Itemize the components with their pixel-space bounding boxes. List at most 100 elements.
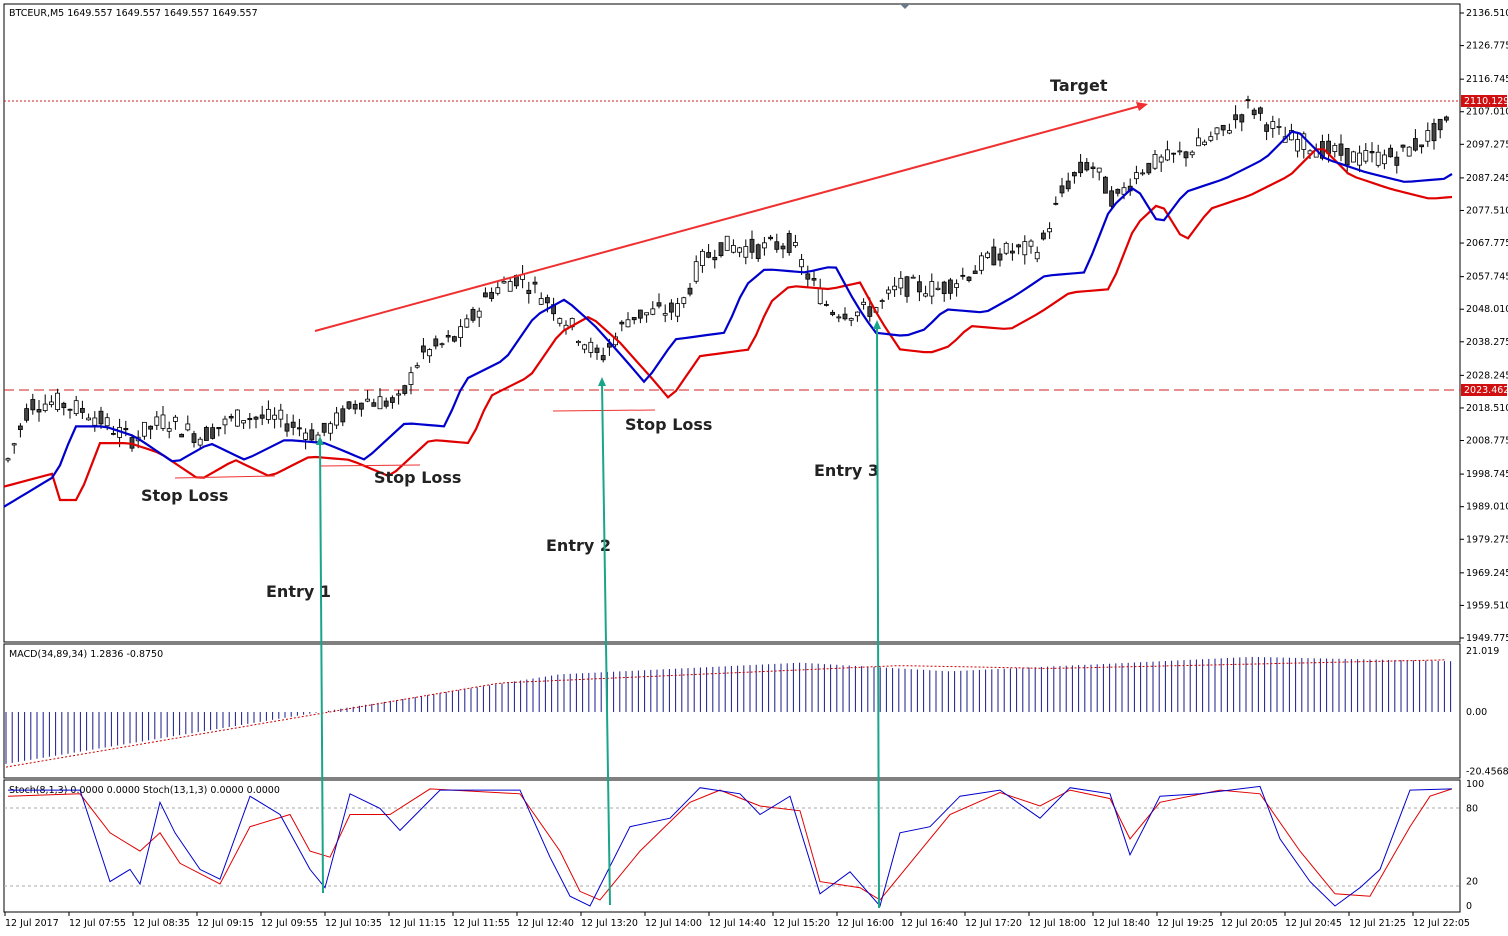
candle-body	[303, 432, 309, 440]
candle-body	[433, 338, 439, 347]
candle-body	[960, 274, 966, 277]
candle-body	[1344, 147, 1350, 166]
candle-body	[1189, 151, 1195, 156]
candle-body	[842, 313, 848, 320]
candle-body	[786, 233, 792, 253]
candle-body	[743, 246, 749, 258]
candle-body	[948, 279, 953, 294]
candle-body	[1357, 152, 1362, 166]
price-panel[interactable]	[3, 3, 1461, 643]
stop-loss-label-1: Stop Loss	[141, 486, 228, 505]
time-tick-label: 12 Jul 16:00	[837, 918, 894, 929]
candle-body	[1220, 124, 1226, 131]
candle-body	[625, 319, 631, 328]
candle-body	[1146, 162, 1152, 174]
stoch-tick-label: 100	[1466, 779, 1484, 790]
candle-body	[619, 321, 625, 325]
candle-body	[67, 408, 73, 411]
candle-body	[848, 318, 854, 321]
stop-loss-line-2	[319, 464, 421, 467]
stoch-panel[interactable]	[3, 779, 1461, 913]
moving-average-slow	[3, 148, 1453, 502]
candle-body	[210, 427, 216, 439]
stoch-tick-label: 80	[1466, 803, 1478, 814]
candle-body	[1078, 161, 1083, 174]
candle-body	[228, 416, 234, 419]
candle-body	[346, 401, 352, 409]
candle-body	[1295, 139, 1300, 152]
price-tick-label: 1949.775	[1466, 633, 1508, 644]
candle-body	[1208, 136, 1214, 141]
candle-body	[1276, 125, 1282, 128]
candle-body	[1158, 156, 1164, 163]
entry-1-label: Entry 1	[266, 582, 331, 601]
time-tick-label: 12 Jul 11:15	[389, 918, 446, 929]
candle-body	[389, 397, 395, 403]
time-tick-label: 12 Jul 20:05	[1221, 918, 1278, 929]
candle-body	[941, 281, 947, 295]
candle-body	[265, 408, 271, 420]
candle-body	[111, 433, 116, 435]
candle-body	[879, 300, 885, 302]
candle-body	[377, 396, 383, 410]
entry-2-arrowhead-icon	[598, 377, 606, 386]
candle-body	[42, 403, 48, 411]
candle-body	[1022, 241, 1028, 256]
candle-body	[594, 347, 600, 353]
candle-body	[1400, 144, 1406, 148]
macd-label: MACD(34,89,34) 1.2836 -0.8750	[9, 649, 163, 660]
macd-panel[interactable]	[3, 643, 1461, 779]
candle-body	[1177, 150, 1183, 153]
candle-body	[669, 302, 674, 313]
candle-body	[1072, 172, 1077, 177]
price-tick-label: 2136.510	[1466, 8, 1508, 19]
candle-body	[1096, 167, 1102, 173]
candle-body	[1444, 116, 1449, 121]
macd-tick-label: -20.4568	[1466, 766, 1508, 777]
candle-body	[371, 402, 377, 407]
candle-body	[1419, 144, 1424, 148]
candle-body	[793, 242, 798, 247]
candle-body	[259, 414, 265, 419]
candle-body	[445, 334, 451, 338]
candle-body	[774, 241, 780, 250]
candle-body	[1338, 143, 1344, 156]
time-tick-label: 12 Jul 07:55	[69, 918, 126, 929]
candle-body	[966, 276, 972, 281]
candle-body	[923, 293, 928, 297]
candle-body	[811, 278, 817, 281]
candle-body	[917, 281, 922, 293]
candle-body	[321, 422, 327, 433]
candle-body	[1406, 146, 1412, 157]
time-tick-label: 12 Jul 13:20	[581, 918, 638, 929]
price-tick-label: 2116.745	[1466, 74, 1508, 85]
stop-loss-line-1	[174, 475, 276, 479]
candle-body	[954, 283, 959, 288]
entry-2-label: Entry 2	[546, 536, 611, 555]
stoch-label: Stoch(8,1,3) 0.0000 0.0000 Stoch(13,1,3)…	[9, 785, 280, 796]
time-tick-label: 12 Jul 09:55	[261, 918, 318, 929]
candle-body	[1171, 152, 1176, 155]
candle-body	[898, 277, 904, 289]
candle-body	[476, 310, 482, 318]
candle-body	[1047, 228, 1052, 233]
candle-body	[1369, 151, 1375, 154]
candle-body	[656, 302, 662, 307]
price-tick-label: 2028.245	[1466, 370, 1508, 381]
candle-body	[755, 244, 761, 259]
candle-body	[234, 409, 240, 427]
candle-body	[501, 281, 507, 284]
time-tick-label: 12 Jul 17:20	[965, 918, 1022, 929]
time-tick-label: 12 Jul 21:25	[1349, 918, 1406, 929]
candle-body	[464, 318, 470, 328]
candle-body	[451, 336, 457, 342]
candle-body	[650, 308, 656, 315]
entry-1-arrowhead-icon	[316, 436, 324, 445]
price-tick-label: 1959.510	[1466, 600, 1508, 611]
candle-body	[1270, 121, 1276, 129]
entry-1-arrow	[319, 441, 324, 894]
candle-body	[1034, 251, 1040, 260]
entry-3-arrowhead-icon	[873, 320, 881, 329]
